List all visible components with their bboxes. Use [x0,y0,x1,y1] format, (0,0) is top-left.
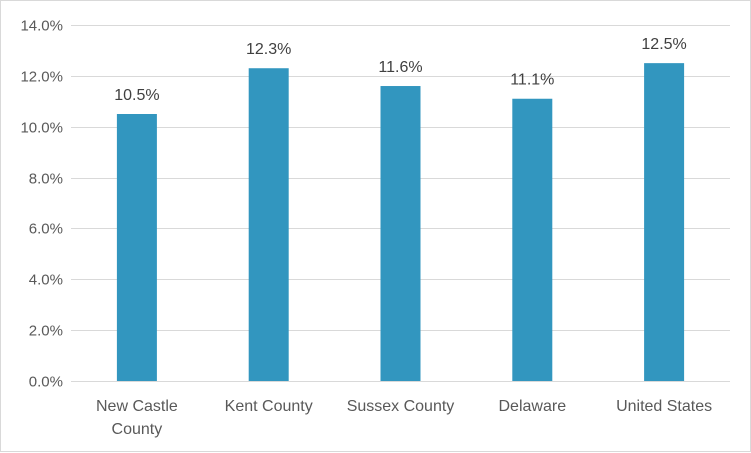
y-tick-label: 2.0% [29,323,63,340]
x-axis-category-labels: New Castle County Kent County Sussex County… [96,398,712,438]
bar [116,114,157,381]
y-tick-label: 14.0% [20,18,63,35]
data-label: 12.3% [246,41,291,58]
bar [644,63,685,382]
y-tick-label: 0.0% [29,374,63,391]
y-tick-label: 8.0% [29,171,63,188]
data-label: 12.5% [641,36,686,53]
bar [248,68,289,381]
x-category-label: County [112,421,163,438]
data-label: 11.6% [378,59,422,76]
data-label: 10.5% [114,87,159,104]
bar [512,98,553,381]
y-axis-tick-labels: 0.0% 2.0% 4.0% 6.0% 8.0% 10.0% 12.0% 14.0% [20,18,63,391]
y-tick-label: 10.0% [20,120,63,137]
x-category-label: New Castle [96,398,178,415]
x-category-label: Kent County [225,398,313,415]
x-category-label: United States [616,398,712,415]
x-category-label: Delaware [499,398,567,415]
y-tick-label: 12.0% [20,69,63,86]
y-tick-label: 6.0% [29,221,63,238]
y-tick-label: 4.0% [29,272,63,289]
bar [380,86,421,382]
data-label: 11.1% [510,72,554,89]
bars [116,63,685,382]
data-labels: 10.5% 12.3% 11.6% 11.1% 12.5% [114,36,687,104]
x-category-label: Sussex County [347,398,455,415]
